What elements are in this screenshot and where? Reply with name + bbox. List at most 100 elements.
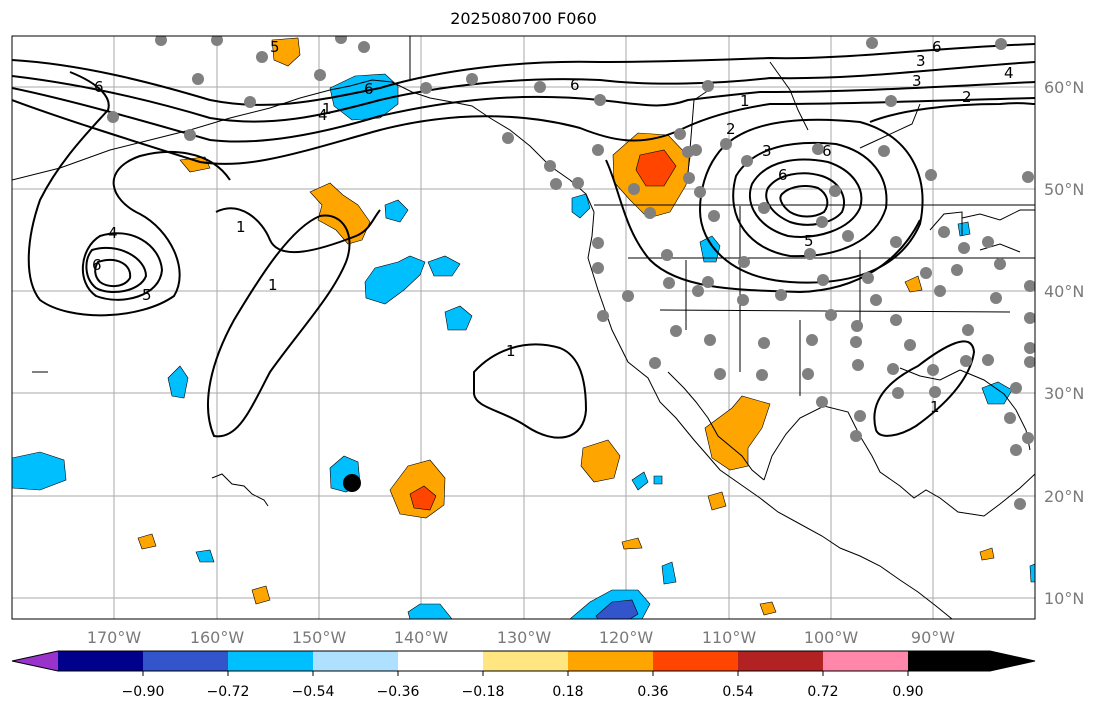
contour-label: 5 <box>804 232 814 250</box>
colorbar-tick-label: −0.36 <box>377 684 420 700</box>
lat-label: 20°N <box>1044 487 1084 506</box>
lat-label: 30°N <box>1044 384 1084 403</box>
gridlines <box>12 36 1035 619</box>
colorbar-segment <box>483 651 568 671</box>
contour-label: 6 <box>778 166 788 184</box>
anomaly-positive <box>271 37 301 67</box>
lat-label: 40°N <box>1044 282 1084 301</box>
contour-label: 6 <box>92 256 102 274</box>
anomaly-negative <box>167 365 189 399</box>
contour-label: 2 <box>962 88 972 106</box>
colorbar-tick-label: −0.72 <box>207 684 250 700</box>
anomaly-positive-strong <box>409 485 437 511</box>
anomaly-negative <box>195 549 215 563</box>
colorbar-tick-label: 0.72 <box>807 684 838 700</box>
anomaly-positive <box>580 439 621 483</box>
anomaly-negative <box>384 199 409 223</box>
contour-label: 6 <box>364 80 374 98</box>
lat-label: 10°N <box>1044 589 1084 608</box>
contour-label: 4 <box>108 224 118 242</box>
anomaly-negative <box>1029 563 1035 583</box>
lon-label: 110°W <box>702 628 757 647</box>
anomaly-negative <box>571 193 591 219</box>
anomaly-positive <box>251 585 271 605</box>
anomaly-positive <box>621 537 643 550</box>
colorbar-extend-high <box>908 651 1035 671</box>
contour-label: 4 <box>318 106 328 124</box>
colorbar-segment <box>313 651 398 671</box>
lon-label: 130°W <box>497 628 552 647</box>
contour-label: 1 <box>236 218 246 236</box>
anomaly-positive <box>904 275 923 293</box>
highlight-marker <box>343 474 361 492</box>
contour-label: 5 <box>142 286 152 304</box>
shaded-anomaly-fields <box>12 37 1035 619</box>
anomaly-negative <box>631 471 649 491</box>
anomaly-negative <box>407 603 453 619</box>
lon-label: 90°W <box>911 628 955 647</box>
colorbar-segment <box>58 651 143 671</box>
contour-label: 1 <box>740 92 750 110</box>
lon-label: 170°W <box>87 628 142 647</box>
anomaly-negative <box>427 255 461 277</box>
contour-lines <box>12 43 1035 439</box>
contour-label: 4 <box>1004 64 1014 82</box>
contour-label: 6 <box>822 142 832 160</box>
contour-label: 1 <box>930 398 940 416</box>
colorbar-segment <box>568 651 653 671</box>
anomaly-negative-strong <box>595 599 639 619</box>
contour-label: 1 <box>322 100 332 118</box>
lon-label: 140°W <box>394 628 449 647</box>
colorbar-tick-label: −0.18 <box>462 684 505 700</box>
contour-label: 3 <box>912 72 922 90</box>
colorbar-outline <box>11 650 1036 672</box>
anomaly-positive <box>309 182 371 245</box>
contour-label: 6 <box>932 38 942 56</box>
contour-label: 5 <box>270 38 280 56</box>
colorbar-segment <box>823 651 908 671</box>
lat-label: 60°N <box>1044 78 1084 97</box>
colorbar-segment <box>228 651 313 671</box>
anomaly-positive <box>137 533 157 550</box>
colorbar-segment <box>738 651 823 671</box>
contour-label: 2 <box>726 120 736 138</box>
anomaly-negative <box>981 381 1013 405</box>
colorbar-segment <box>143 651 228 671</box>
anomaly-positive <box>759 601 777 616</box>
anomaly-positive <box>979 547 995 561</box>
contour-label: 1 <box>268 276 278 294</box>
anomaly-positive <box>704 395 771 471</box>
contour-label: 3 <box>762 142 772 160</box>
lon-label: 120°W <box>599 628 654 647</box>
longitude-labels: 170°W 160°W 150°W 140°W 130°W 120°W 110°… <box>87 628 955 647</box>
anomaly-negative <box>957 221 971 237</box>
station-markers <box>107 36 1035 510</box>
colorbar-segment <box>398 651 483 671</box>
colorbar-segment <box>653 651 738 671</box>
anomaly-negative <box>12 451 67 491</box>
lon-label: 100°W <box>804 628 859 647</box>
anomaly-positive <box>707 491 727 511</box>
anomaly-negative <box>444 305 473 331</box>
lon-label: 150°W <box>292 628 347 647</box>
latitude-labels: 60°N 50°N 40°N 30°N 20°N 10°N <box>1044 78 1084 608</box>
anomaly-negative <box>653 475 663 485</box>
contour-labels: 5 6 4 6 6 1 2 3 6 5 3 4 6 2 3 6 1 4 6 5 … <box>92 38 1014 416</box>
anomaly-negative <box>661 561 677 585</box>
colorbar-tick-label: 0.54 <box>722 684 753 700</box>
anomaly-positive <box>179 156 211 173</box>
map-title: 2025080700 F060 <box>450 9 597 28</box>
colorbar-tick-label: 0.36 <box>637 684 668 700</box>
colorbar-tick-label: −0.90 <box>122 684 165 700</box>
contour-label: 6 <box>94 78 104 96</box>
anomaly-negative <box>364 255 426 305</box>
lon-label: 160°W <box>190 628 245 647</box>
colorbar-tick-label: −0.54 <box>292 684 335 700</box>
colorbar-tick-label: 0.18 <box>552 684 583 700</box>
map-frame <box>11 35 1036 620</box>
colorbar: −0.90 −0.72 −0.54 −0.36 −0.18 0.18 0.36 … <box>11 650 1036 700</box>
colorbar-tick-label: 0.90 <box>892 684 923 700</box>
contour-label: 3 <box>916 52 926 70</box>
colorbar-extend-low <box>12 651 58 671</box>
